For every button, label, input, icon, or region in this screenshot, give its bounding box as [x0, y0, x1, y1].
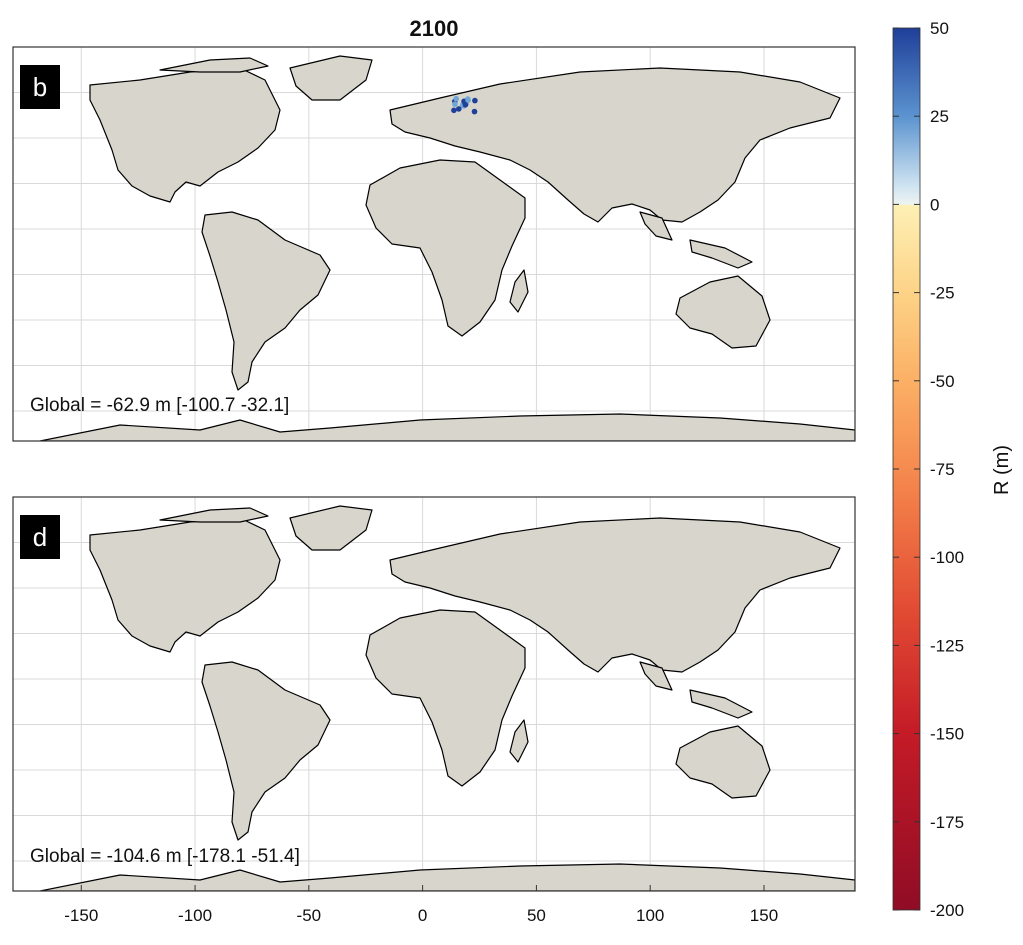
- colorbar: 50 25 0 -25 -50 -75 -100 -125 -150 -175 -200 R (m): [892, 19, 1013, 920]
- x-tick-label: -50: [297, 906, 322, 925]
- continent: [159, 507, 269, 523]
- map-panel-b: b Global = -62.9 m [-100.7 -32.1]: [12, 46, 856, 442]
- colorbar-tick-label: 0: [930, 195, 939, 214]
- continent: [289, 505, 373, 551]
- colorbar-tick-label: -150: [930, 725, 964, 744]
- continent: [201, 661, 331, 841]
- x-tick-label: 100: [636, 906, 664, 925]
- continent: [89, 517, 281, 653]
- continent: [159, 57, 269, 73]
- global-mean-text: Global = -104.6 m [-178.1 -51.4]: [30, 846, 300, 867]
- continent: [689, 239, 753, 269]
- continent: [289, 55, 373, 101]
- colorbar-ticks: 50 25 0 -25 -50 -75 -100 -125 -150 -175 -200: [893, 19, 964, 920]
- panel-label-box: [20, 515, 60, 559]
- colorbar-tick-label: 50: [930, 19, 949, 38]
- colorbar-tick-label: -75: [930, 460, 955, 479]
- x-tick-label: 50: [527, 906, 546, 925]
- continent: [675, 725, 771, 799]
- colorbar-tick-label: -25: [930, 284, 955, 303]
- x-tick-label: -100: [178, 906, 212, 925]
- colorbar-tick-label: -200: [930, 901, 964, 920]
- continent: [639, 211, 673, 241]
- coastal-points: [451, 95, 478, 115]
- continent: [89, 67, 281, 203]
- continent: [365, 159, 526, 337]
- x-tick-label: 0: [418, 906, 427, 925]
- land-masses: [39, 505, 855, 891]
- global-mean-text: Global = -62.9 m [-100.7 -32.1]: [30, 395, 289, 416]
- continent: [509, 719, 529, 763]
- x-axis: -150 -100 -50 0 50 100 150: [64, 885, 778, 925]
- continent: [689, 689, 753, 719]
- colorbar-label: R (m): [991, 445, 1013, 495]
- continent: [201, 211, 331, 391]
- continent: [365, 609, 526, 787]
- land-masses: [39, 55, 855, 441]
- continent: [639, 661, 673, 691]
- continent: [39, 863, 855, 891]
- continent: [389, 517, 841, 673]
- figure-title: 2100: [410, 16, 459, 41]
- colorbar-tick-label: -100: [930, 548, 964, 567]
- map-panel-d: d Global = -104.6 m [-178.1 -51.4]: [12, 496, 856, 892]
- colorbar-tick-label: 25: [930, 107, 949, 126]
- colorbar-tick-label: -125: [930, 636, 964, 655]
- panel-label-box: [20, 65, 60, 109]
- x-tick-label: 150: [750, 906, 778, 925]
- colorbar-tick-label: -175: [930, 813, 964, 832]
- panel-label: d: [33, 522, 47, 552]
- continent: [389, 67, 841, 223]
- colorbar-tick-label: -50: [930, 372, 955, 391]
- continent: [39, 413, 855, 441]
- continent: [675, 275, 771, 349]
- x-tick-label: -150: [64, 906, 98, 925]
- panel-label: b: [33, 72, 47, 102]
- continent: [509, 269, 529, 313]
